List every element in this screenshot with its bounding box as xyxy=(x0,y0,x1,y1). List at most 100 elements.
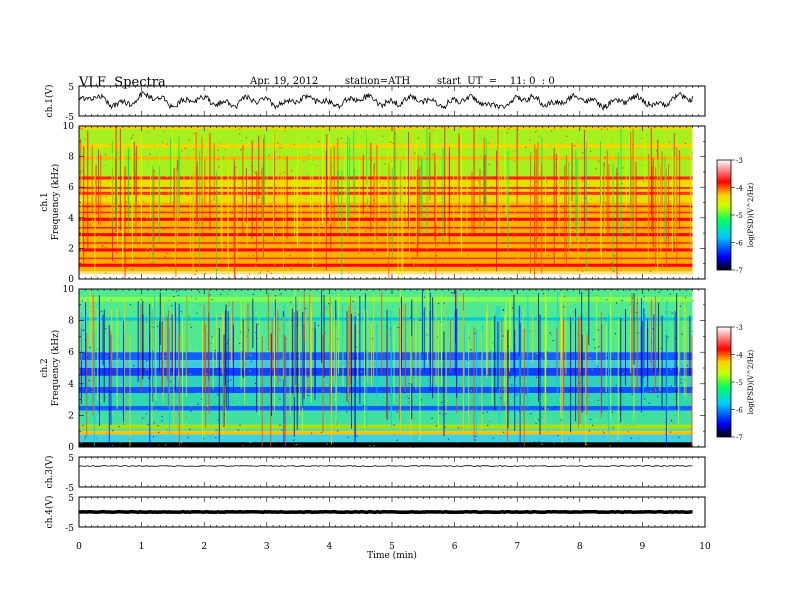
spectral-speckle xyxy=(423,272,426,274)
spectral-speckle xyxy=(538,262,540,265)
spectral-speckle xyxy=(679,378,682,381)
spectral-speckle xyxy=(206,373,208,375)
spectral-speckle xyxy=(248,273,251,275)
spectral-streak xyxy=(303,325,305,399)
spectral-speckle xyxy=(644,398,646,400)
spectral-speckle xyxy=(358,275,360,277)
spectral-speckle xyxy=(603,432,605,434)
spectral-speckle xyxy=(692,330,694,332)
spectral-streak xyxy=(608,316,610,434)
spectral-streak xyxy=(370,142,372,232)
spectral-speckle xyxy=(280,358,283,360)
spectral-speckle xyxy=(653,249,656,251)
spectral-speckle xyxy=(606,356,608,359)
spectral-streak xyxy=(271,333,273,417)
spectral-speckle xyxy=(357,313,359,316)
panel-ch3-waveform-xticks xyxy=(78,457,706,487)
spectral-speckle xyxy=(302,158,304,160)
spectral-speckle xyxy=(506,276,508,278)
spectral-speckle xyxy=(290,342,292,344)
spectral-speckle xyxy=(152,149,154,151)
spectral-speckle xyxy=(148,164,150,166)
spectral-speckle xyxy=(576,384,578,387)
spectral-speckle xyxy=(174,268,176,271)
spectral-streak xyxy=(419,167,421,234)
spectral-speckle xyxy=(426,269,428,271)
spectral-speckle xyxy=(307,394,309,397)
spectral-speckle xyxy=(513,160,515,162)
spectral-speckle xyxy=(653,245,655,247)
spectral-speckle xyxy=(145,231,147,234)
spectral-speckle xyxy=(607,216,609,218)
spectral-speckle xyxy=(173,441,176,444)
spectral-speckle xyxy=(583,425,585,428)
spectral-speckle xyxy=(652,246,654,249)
spectral-streak xyxy=(432,297,434,399)
spectral-speckle xyxy=(392,142,394,145)
spectral-speckle xyxy=(91,219,94,221)
spectral-speckle xyxy=(423,152,426,155)
spectral-speckle xyxy=(267,243,269,245)
spectral-speckle xyxy=(486,170,488,172)
ch3-ytick-top: 5 xyxy=(68,454,74,464)
time-tick-label: 1 xyxy=(139,542,145,552)
spectral-speckle xyxy=(279,294,281,296)
spectral-speckle xyxy=(508,205,511,207)
spectral-streak xyxy=(500,163,502,217)
spectral-streak xyxy=(289,305,291,417)
spectral-speckle xyxy=(570,200,572,202)
spectral-speckle xyxy=(586,290,588,292)
spectral-speckle xyxy=(138,350,140,352)
spectral-speckle xyxy=(577,277,579,279)
spectral-speckle xyxy=(467,359,469,361)
ch3-waveform-trace xyxy=(78,465,693,467)
spectral-speckle xyxy=(487,186,489,188)
spectral-speckle xyxy=(267,432,269,434)
spectral-streak xyxy=(302,311,304,408)
spectral-speckle xyxy=(245,137,248,139)
spectral-speckle xyxy=(277,132,279,135)
spectral-streak xyxy=(498,143,500,234)
spectral-speckle xyxy=(517,349,520,351)
spectral-speckle xyxy=(557,243,559,245)
spectral-speckle xyxy=(489,262,491,265)
spectral-speckle xyxy=(585,443,587,446)
time-tick-label: 4 xyxy=(327,542,333,552)
spectral-speckle xyxy=(652,327,654,330)
spectral-speckle xyxy=(335,204,337,206)
spectral-speckle xyxy=(616,321,618,324)
spectral-speckle xyxy=(306,132,308,134)
spectral-speckle xyxy=(446,170,449,172)
spectral-streak xyxy=(454,310,456,375)
spectral-streak xyxy=(347,301,349,402)
spectral-speckle xyxy=(529,399,531,401)
spectral-speckle xyxy=(276,301,278,303)
spectral-speckle xyxy=(636,439,638,441)
spectral-speckle xyxy=(692,151,694,153)
spectral-speckle xyxy=(684,379,686,381)
spectral-streak xyxy=(110,330,112,391)
spectral-streak xyxy=(577,166,579,262)
spectral-speckle xyxy=(373,253,375,256)
spectral-streak xyxy=(251,140,253,239)
spectral-speckle xyxy=(441,173,443,176)
spectral-speckle xyxy=(301,390,303,393)
spectral-speckle xyxy=(490,351,492,353)
spectral-streak xyxy=(108,325,110,447)
spectral-speckle xyxy=(365,216,367,218)
spectral-speckle xyxy=(344,296,346,298)
spectral-streak xyxy=(123,321,125,422)
spectral-speckle xyxy=(109,362,111,364)
spectral-speckle xyxy=(611,411,613,413)
spectral-speckle xyxy=(153,327,155,329)
spectral-speckle xyxy=(384,221,386,223)
spectral-speckle xyxy=(83,401,85,403)
frequency-tick-label: 6 xyxy=(68,183,74,193)
spectral-speckle xyxy=(284,127,286,129)
spectral-speckle xyxy=(369,224,371,227)
spectral-speckle xyxy=(506,152,508,154)
spectral-streak xyxy=(230,314,232,367)
spectral-speckle xyxy=(206,358,209,360)
spectral-speckle xyxy=(254,171,256,174)
spectral-speckle xyxy=(307,136,309,138)
